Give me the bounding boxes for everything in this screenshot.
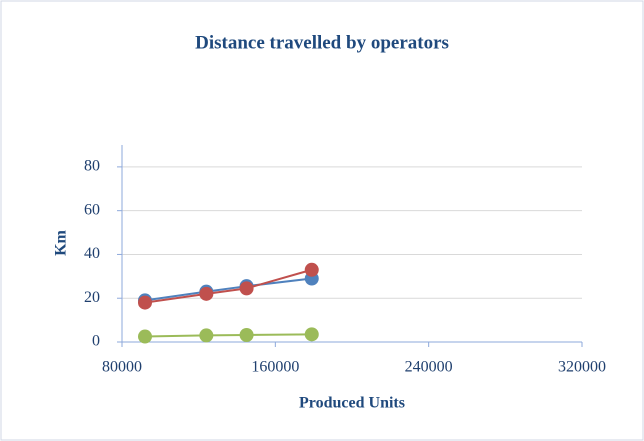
x-axis-title: Produced Units: [299, 395, 405, 412]
data-point: [138, 295, 152, 310]
series-line: [144, 277, 312, 302]
y-tick-label: 80: [84, 158, 100, 175]
x-tick-label: 240000: [405, 359, 453, 376]
x-tick-label: 160000: [251, 359, 299, 376]
chart-title: Distance travelled by operators: [195, 32, 449, 53]
series-line: [144, 333, 312, 338]
y-tick-label: 0: [92, 333, 100, 350]
x-tick-label: 320000: [558, 359, 606, 376]
y-tick-label: 20: [84, 289, 100, 306]
data-point: [304, 327, 319, 342]
y-tick-label: 40: [84, 245, 100, 262]
data-point: [239, 327, 254, 342]
x-tick-label: 80000: [102, 359, 142, 376]
series-line: [144, 268, 313, 304]
data-point: [239, 281, 254, 296]
data-point: [138, 329, 152, 344]
y-axis-title: Km: [53, 229, 70, 255]
data-point: [304, 262, 319, 277]
data-point: [199, 328, 214, 343]
y-tick-label: 60: [84, 201, 100, 218]
data-point: [199, 286, 214, 301]
